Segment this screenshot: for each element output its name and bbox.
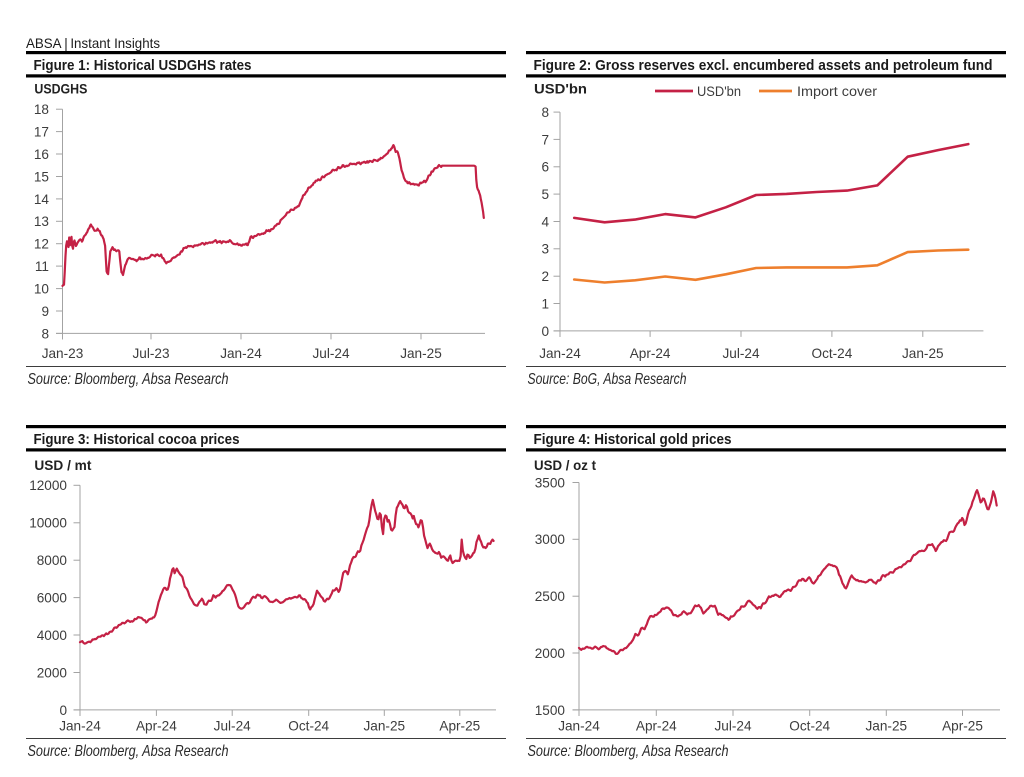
svg-text:Oct-24: Oct-24 [789, 719, 830, 734]
svg-text:Jan-24: Jan-24 [558, 719, 600, 734]
svg-text:Source: Bloomberg, Absa Resear: Source: Bloomberg, Absa Research [28, 743, 229, 760]
svg-text:Oct-24: Oct-24 [812, 346, 853, 361]
svg-text:6: 6 [541, 160, 549, 175]
svg-text:16: 16 [34, 147, 49, 162]
svg-text:4: 4 [541, 214, 549, 229]
svg-text:2000: 2000 [37, 665, 68, 680]
svg-text:10: 10 [34, 282, 50, 297]
svg-text:USDGHS: USDGHS [34, 81, 87, 97]
svg-text:3000: 3000 [535, 532, 566, 547]
svg-text:Apr-25: Apr-25 [942, 719, 983, 734]
svg-text:Jan-25: Jan-25 [866, 719, 908, 734]
svg-text:3500: 3500 [535, 475, 566, 490]
svg-text:8: 8 [541, 105, 549, 120]
svg-text:Jul-23: Jul-23 [132, 346, 169, 361]
svg-text:Source: Bloomberg, Absa Resear: Source: Bloomberg, Absa Research [28, 371, 229, 388]
svg-text:Figure 1: Historical USDGHS ra: Figure 1: Historical USDGHS rates [34, 57, 252, 74]
svg-text:1: 1 [541, 296, 549, 311]
svg-text:4000: 4000 [37, 628, 68, 643]
svg-text:12: 12 [34, 237, 49, 252]
svg-text:13: 13 [34, 214, 49, 229]
svg-text:11: 11 [35, 259, 49, 274]
svg-text:9: 9 [41, 304, 49, 319]
svg-text:Oct-24: Oct-24 [288, 719, 329, 734]
svg-text:Jan-25: Jan-25 [400, 346, 442, 361]
svg-text:Jan-25: Jan-25 [902, 346, 944, 361]
svg-text:Source: BoG, Absa Research: Source: BoG, Absa Research [528, 371, 687, 388]
svg-text:Apr-24: Apr-24 [636, 719, 677, 734]
svg-text:8: 8 [41, 326, 49, 341]
svg-text:17: 17 [34, 125, 49, 140]
svg-text:Apr-24: Apr-24 [630, 346, 671, 361]
svg-text:Import cover: Import cover [797, 84, 878, 99]
svg-text:Jan-23: Jan-23 [42, 346, 84, 361]
svg-text:15: 15 [34, 169, 49, 184]
svg-text:Source: Bloomberg, Absa Resear: Source: Bloomberg, Absa Research [528, 743, 729, 760]
svg-text:10000: 10000 [29, 516, 67, 531]
svg-text:Jul-24: Jul-24 [722, 346, 759, 361]
svg-text:2000: 2000 [535, 646, 566, 661]
svg-text:Jan-25: Jan-25 [364, 719, 406, 734]
svg-text:0: 0 [59, 703, 67, 718]
svg-text:USD / mt: USD / mt [34, 457, 91, 473]
svg-text:Jan-24: Jan-24 [539, 346, 581, 361]
svg-text:2500: 2500 [535, 589, 566, 604]
svg-text:5: 5 [541, 187, 549, 202]
svg-text:8000: 8000 [37, 553, 68, 568]
svg-text:14: 14 [34, 192, 50, 207]
svg-text:Apr-25: Apr-25 [439, 719, 480, 734]
svg-text:Jan-24: Jan-24 [59, 719, 101, 734]
svg-text:0: 0 [541, 324, 549, 339]
svg-text:USD / oz t: USD / oz t [534, 457, 596, 473]
svg-text:Jul-24: Jul-24 [714, 719, 751, 734]
svg-text:2: 2 [541, 269, 549, 284]
svg-text:USD'bn: USD'bn [534, 81, 587, 97]
svg-text:Figure 3: Historical cocoa pri: Figure 3: Historical cocoa prices [34, 431, 240, 448]
svg-text:18: 18 [34, 102, 49, 117]
svg-text:3: 3 [541, 242, 549, 257]
svg-text:Jan-24: Jan-24 [220, 346, 262, 361]
svg-text:Jul-24: Jul-24 [214, 719, 251, 734]
svg-text:12000: 12000 [29, 478, 67, 493]
svg-text:ABSA | Instant Insights: ABSA | Instant Insights [26, 36, 160, 51]
svg-text:Figure 2: Gross reserves excl.: Figure 2: Gross reserves excl. encumbere… [534, 57, 993, 74]
svg-text:Jul-24: Jul-24 [312, 346, 349, 361]
svg-text:7: 7 [541, 132, 549, 147]
svg-text:6000: 6000 [37, 591, 68, 606]
svg-text:1500: 1500 [535, 703, 566, 718]
svg-text:Figure 4: Historical gold pric: Figure 4: Historical gold prices [534, 431, 732, 448]
svg-text:USD'bn: USD'bn [697, 84, 741, 99]
svg-text:Apr-24: Apr-24 [136, 719, 177, 734]
